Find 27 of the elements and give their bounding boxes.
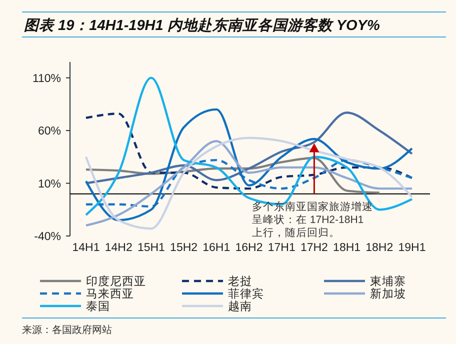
x-tick-label: 14H1 (72, 242, 100, 254)
x-tick-label: 16H2 (235, 242, 263, 254)
legend-label: 泰国 (86, 300, 110, 314)
x-tick-label: 16H1 (202, 242, 230, 254)
x-tick-label: 17H2 (300, 242, 328, 254)
x-tick-label: 17H1 (268, 242, 296, 254)
y-tick-label: 60% (38, 126, 61, 138)
line-series (84, 76, 414, 216)
legend-label: 老挝 (228, 275, 252, 288)
x-tick-label: 15H2 (170, 242, 198, 254)
x-tick-label: 15H1 (137, 242, 165, 254)
y-tick-label: 110% (32, 72, 61, 85)
legend-label: 马来西亚 (86, 288, 134, 301)
x-tick-label: 19H1 (398, 242, 426, 254)
y-tick-label: 10% (38, 178, 61, 190)
x-tick-label: 18H2 (366, 242, 394, 254)
legend-label: 新加坡 (370, 286, 406, 301)
legend-label: 菲律宾 (228, 286, 264, 301)
y-tick-label: -40% (34, 231, 61, 244)
x-tick-label: 14H2 (104, 242, 132, 254)
legend-label: 越南 (228, 300, 252, 314)
legend-label: 東埔寨 (370, 274, 406, 288)
x-tick-label: 18H1 (333, 242, 361, 254)
source-note: 来源：各国政府网站 (22, 324, 112, 336)
chart-title: 图表 19：14H1-19H1 内地赴东南亚各国游客数 YOY% (24, 17, 380, 34)
line-series (84, 156, 380, 194)
legend-label: 印度尼西亚 (86, 274, 146, 288)
